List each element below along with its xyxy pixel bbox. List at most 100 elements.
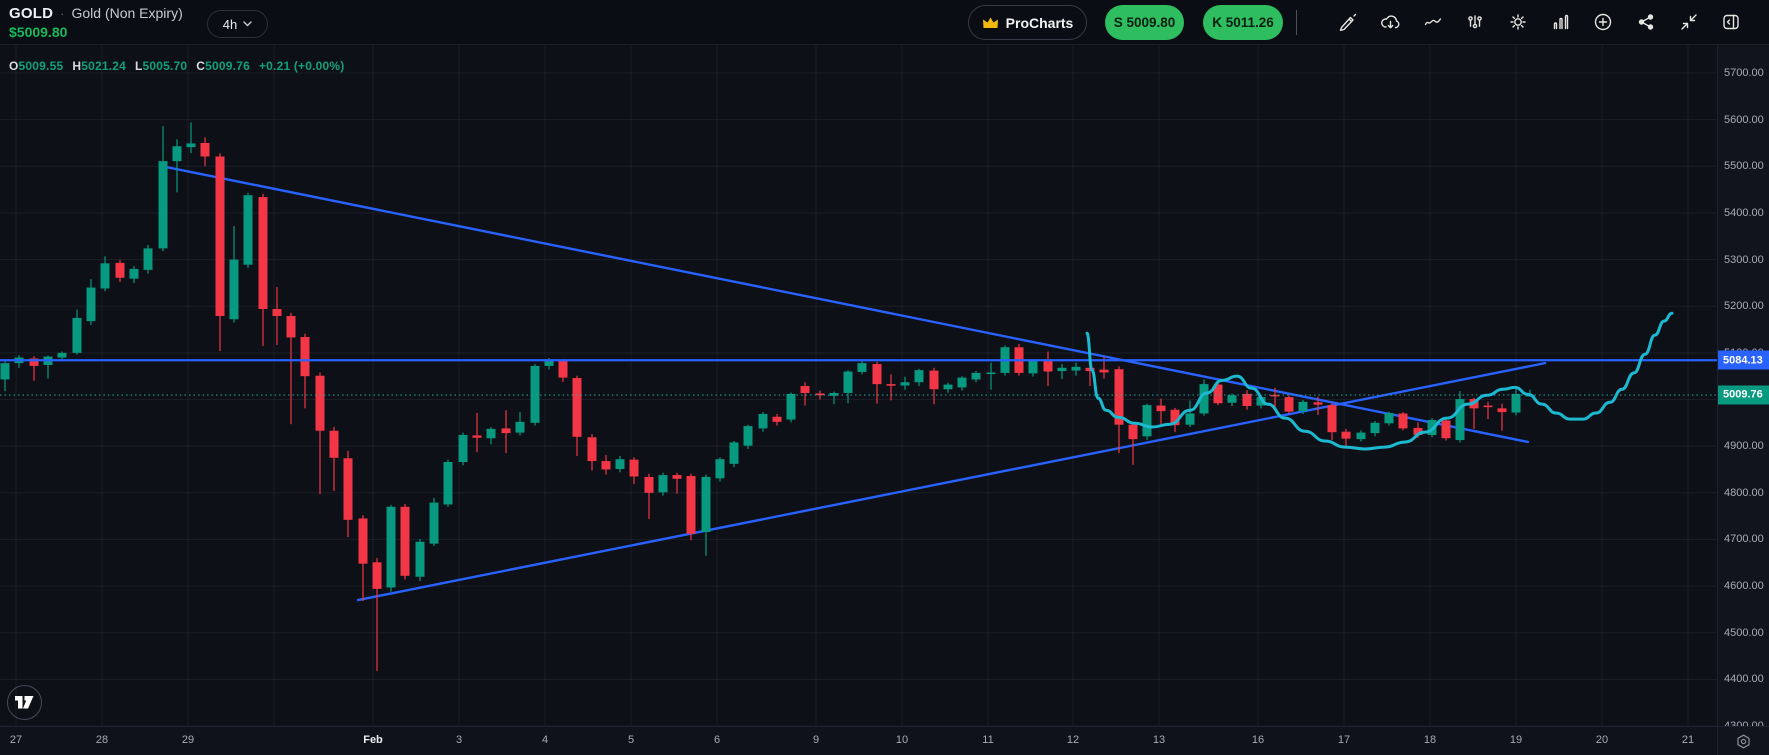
ohlc-readout: O5009.55 H5021.24 L5005.70 C5009.76 +0.21 (+… bbox=[9, 59, 344, 73]
buy-button[interactable]: K 5011.26 bbox=[1203, 5, 1283, 40]
candle bbox=[957, 376, 967, 391]
candle bbox=[1128, 422, 1138, 465]
time-axis-label: 27 bbox=[9, 734, 23, 746]
candle bbox=[1455, 391, 1465, 443]
projection-curve[interactable] bbox=[1085, 311, 1674, 451]
candle bbox=[286, 312, 296, 425]
price-axis-label: 4500.00 bbox=[1724, 626, 1764, 639]
candle bbox=[57, 351, 67, 361]
time-axis-label: 16 bbox=[1251, 734, 1265, 746]
price-chart[interactable] bbox=[0, 45, 1717, 726]
time-axis-label: 28 bbox=[95, 734, 109, 746]
collapse-icon[interactable] bbox=[1675, 8, 1703, 36]
candle bbox=[1497, 403, 1507, 431]
bar-chart-icon[interactable] bbox=[1547, 8, 1575, 36]
candle bbox=[1313, 396, 1323, 415]
candle bbox=[1057, 364, 1067, 379]
candle bbox=[200, 137, 210, 167]
sell-button[interactable]: S 5009.80 bbox=[1105, 5, 1184, 40]
plus-circle-icon[interactable] bbox=[1589, 8, 1617, 36]
time-axis-label: 9 bbox=[812, 734, 820, 746]
ohlc-low-label: L bbox=[134, 59, 143, 73]
candle bbox=[971, 371, 981, 383]
toolbar-divider bbox=[1296, 10, 1297, 35]
last-price-tag: 5009.76 bbox=[1718, 385, 1769, 405]
candle bbox=[1142, 403, 1152, 441]
candle bbox=[400, 503, 410, 580]
candle bbox=[72, 309, 82, 355]
instrument-price: $5009.80 bbox=[9, 24, 68, 40]
price-axis-label: 4900.00 bbox=[1724, 440, 1764, 453]
axis-settings-icon bbox=[1737, 734, 1750, 748]
candle bbox=[572, 375, 582, 456]
price-axis-label: 4400.00 bbox=[1724, 673, 1764, 686]
gear-icon[interactable] bbox=[1504, 8, 1532, 36]
time-axis-label: 11 bbox=[982, 734, 994, 746]
ohlc-change-value: +0.21 (+0.00%) bbox=[258, 59, 345, 73]
candle bbox=[886, 374, 896, 401]
price-axis-label: 5600.00 bbox=[1724, 113, 1764, 126]
candle bbox=[672, 472, 682, 494]
candle bbox=[215, 153, 225, 351]
candle bbox=[386, 504, 396, 592]
panel-toggle-icon[interactable] bbox=[1717, 8, 1745, 36]
time-axis-label: 4 bbox=[541, 734, 549, 746]
candle bbox=[1213, 381, 1223, 406]
price-axis-label: 5400.00 bbox=[1724, 206, 1764, 219]
candle bbox=[429, 497, 439, 546]
ohlc-low-value: 5005.70 bbox=[142, 59, 188, 73]
candle bbox=[1242, 390, 1252, 410]
candle bbox=[1071, 362, 1081, 376]
candle bbox=[1043, 351, 1053, 386]
candle bbox=[100, 256, 110, 292]
timeframe-label: 4h bbox=[222, 16, 238, 32]
candle bbox=[558, 358, 568, 382]
candle bbox=[601, 455, 611, 475]
time-axis-label: 3 bbox=[455, 734, 463, 746]
trendline-icon[interactable] bbox=[1419, 8, 1447, 36]
instrument-title-block: GOLD · Gold (Non Expiry) $5009.80 bbox=[9, 4, 183, 41]
pencil-icon[interactable] bbox=[1333, 8, 1361, 36]
time-axis-label: 12 bbox=[1066, 734, 1080, 746]
candle bbox=[458, 432, 468, 466]
descending-trendline[interactable] bbox=[165, 166, 1530, 444]
candle bbox=[258, 193, 268, 346]
alert-price-tag: 5084.13 bbox=[1718, 350, 1769, 370]
markers-icon[interactable] bbox=[1461, 8, 1489, 36]
price-axis[interactable]: 5700.00 5600.00 5500.00 5400.00 5300.00 5200.… bbox=[1717, 45, 1769, 732]
candle bbox=[1284, 395, 1294, 414]
candle bbox=[914, 368, 924, 386]
candle bbox=[701, 474, 711, 556]
candle bbox=[129, 266, 139, 283]
candle bbox=[615, 455, 625, 473]
time-axis[interactable]: 27 28 29 Feb 3 4 5 6 9 10 11 12 13 16 17 18 19 20 21 bbox=[0, 726, 1717, 755]
timeframe-selector[interactable]: 4h bbox=[207, 10, 268, 38]
procharts-button[interactable]: ProCharts bbox=[968, 5, 1087, 40]
share-icon[interactable] bbox=[1632, 8, 1660, 36]
candle bbox=[43, 355, 53, 379]
candle bbox=[486, 427, 496, 445]
candle bbox=[343, 450, 353, 538]
dot-separator: · bbox=[60, 5, 65, 21]
time-axis-label: 10 bbox=[895, 734, 909, 746]
candle bbox=[872, 361, 882, 404]
chart-canvas[interactable]: O5009.55 H5021.24 L5005.70 C5009.76 +0.21 (+… bbox=[0, 45, 1717, 726]
candle bbox=[1114, 366, 1124, 454]
candle bbox=[843, 370, 853, 404]
ohlc-open-label: O bbox=[9, 59, 19, 73]
time-axis-label: 13 bbox=[1152, 734, 1166, 746]
ascending-trendline[interactable] bbox=[356, 361, 1547, 602]
time-axis-label: 6 bbox=[713, 734, 721, 746]
ohlc-high-value: 5021.24 bbox=[81, 59, 126, 73]
candle bbox=[415, 538, 425, 581]
tradingview-logo[interactable] bbox=[7, 685, 42, 720]
candle bbox=[772, 413, 782, 426]
candle bbox=[1356, 430, 1366, 442]
cloud-download-icon[interactable] bbox=[1376, 8, 1404, 36]
axis-settings-button[interactable] bbox=[1717, 726, 1769, 755]
candle bbox=[0, 361, 10, 392]
price-axis-label: 5300.00 bbox=[1724, 253, 1764, 266]
procharts-label: ProCharts bbox=[1005, 14, 1074, 31]
price-axis-label: 5200.00 bbox=[1724, 300, 1764, 313]
